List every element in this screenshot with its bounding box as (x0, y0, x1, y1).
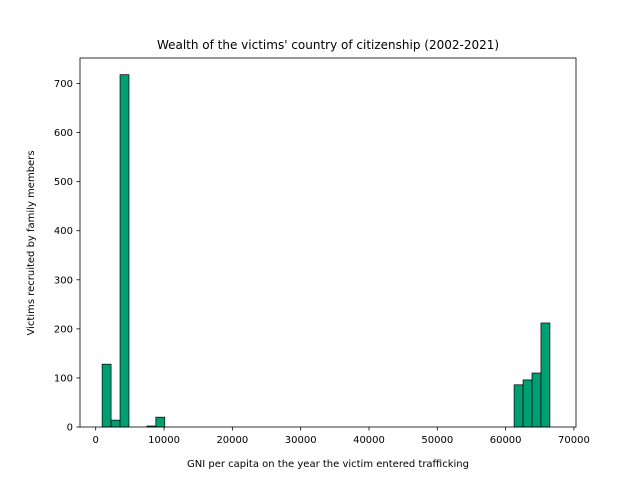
y-tick-label-7: 700 (54, 79, 73, 90)
x-axis-label: GNI per capita on the year the victim en… (187, 459, 469, 470)
plot-area-frame (79, 57, 577, 428)
y-tick-label-2: 200 (54, 324, 73, 335)
histogram-bar-8 (540, 322, 551, 428)
histogram-bar-0 (101, 363, 112, 428)
y-tick-label-4: 400 (54, 226, 73, 237)
y-tick-label-1: 100 (54, 373, 73, 384)
y-tick-label-5: 500 (54, 177, 73, 188)
histogram-bar-7 (531, 372, 542, 428)
histogram-bar-5 (513, 384, 524, 428)
y-tick-label-6: 600 (54, 128, 73, 139)
x-tick-label-0: 0 (93, 435, 99, 446)
x-tick-label-7: 70000 (558, 435, 590, 446)
x-axis-ticks: 0 10000 20000 30000 40000 50000 60000 70000 (93, 427, 590, 446)
chart-title: Wealth of the victims' country of citize… (157, 38, 499, 52)
histogram-bar-2 (119, 74, 130, 428)
x-tick-label-3: 30000 (285, 435, 317, 446)
histogram-bar-6 (522, 379, 533, 428)
histogram-bar-4 (155, 416, 166, 428)
y-tick-label-3: 300 (54, 275, 73, 286)
y-tick-label-0: 0 (67, 423, 73, 434)
x-tick-label-6: 60000 (490, 435, 522, 446)
x-tick-label-2: 20000 (216, 435, 248, 446)
x-tick-label-1: 10000 (148, 435, 180, 446)
y-axis-ticks: 0 100 200 300 400 500 600 700 (54, 79, 80, 434)
x-tick-label-4: 40000 (353, 435, 385, 446)
x-tick-label-5: 50000 (421, 435, 453, 446)
histogram-bar-1 (110, 419, 121, 428)
y-axis-label: Victims recruited by family members (26, 150, 37, 335)
bars-group (101, 74, 551, 428)
